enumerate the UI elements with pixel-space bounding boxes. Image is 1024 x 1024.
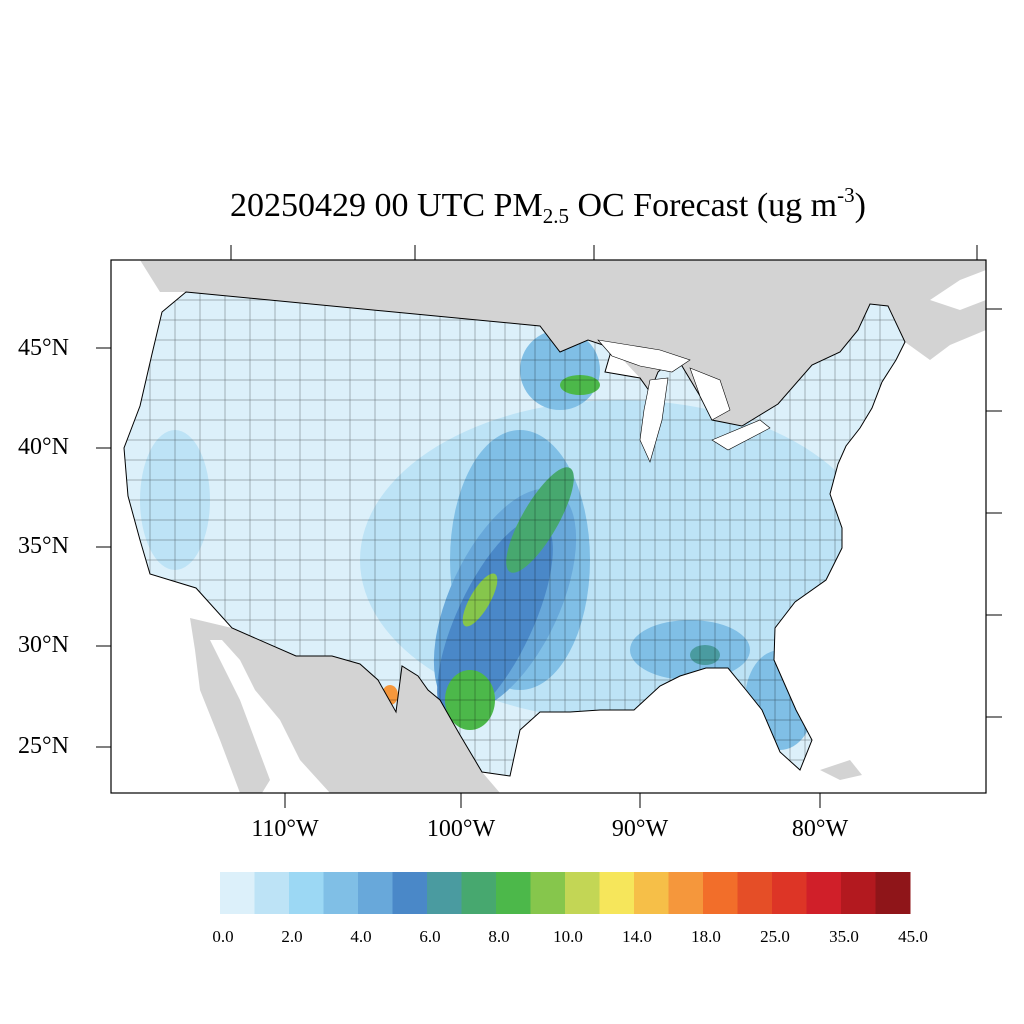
county-boundaries [124,292,905,776]
colorbar-swatch-6 [427,872,462,914]
colorbar-label-1: 2.0 [281,927,303,946]
lat-label-30: 30°N [18,632,69,658]
colorbar-swatch-12 [634,872,669,914]
title-prefix: 20250429 00 UTC PM [230,187,543,224]
colorbar-swatch-15 [737,872,773,914]
colorbar-label-7: 18.0 [691,927,721,946]
colorbar-swatch-10 [565,872,600,914]
colorbar-label-9: 35.0 [829,927,859,946]
lon-label-100w: 100°W [426,816,496,842]
map-title: 20250429 00 UTC PM2.5 OC Forecast (ug m-… [0,183,1024,229]
colorbar-swatch-19 [875,872,911,914]
colorbar-label-0: 0.0 [212,927,234,946]
colorbar-swatch-14 [703,872,738,914]
lake-erie [711,419,771,451]
title-subscript: 2.5 [542,204,569,228]
colorbar-swatch-8 [496,872,531,914]
lat-label-45: 45°N [18,335,69,361]
colorbar-label-6: 14.0 [622,927,652,946]
colorbar-swatch-16 [772,872,807,914]
lake-michigan [639,377,669,463]
colorbar-label-2: 4.0 [350,927,372,946]
colorbar-label-10: 45.0 [898,927,928,946]
lake-superior [597,339,691,373]
colorbar-swatch-18 [841,872,876,914]
colorbar-swatch-13 [668,872,704,914]
lat-label-40: 40°N [18,434,69,460]
colorbar-swatch-3 [323,872,359,914]
title-superscript: -3 [837,183,855,207]
lon-label-110w: 110°W [251,816,319,842]
colorbar-swatch-0 [220,872,255,914]
colorbar-swatch-17 [806,872,842,914]
colorbar-swatch-1 [254,872,290,914]
lat-label-25: 25°N [18,733,69,759]
map-frame [110,259,987,794]
colorbar [220,872,911,914]
lat-label-35: 35°N [18,533,69,559]
colorbar-label-4: 8.0 [488,927,510,946]
lon-label-80w: 80°W [791,816,849,842]
colorbar-label-5: 10.0 [553,927,583,946]
colorbar-swatch-11 [599,872,635,914]
colorbar-label-8: 25.0 [760,927,790,946]
colorbar-swatch-7 [461,872,497,914]
colorbar-swatch-4 [358,872,393,914]
colorbar-swatch-9 [530,872,566,914]
colorbar-swatch-5 [392,872,428,914]
title-suffix: ) [854,187,866,224]
lon-label-90w: 90°W [611,816,669,842]
lake-huron [689,367,731,421]
axis-ticks [96,245,1002,808]
colorbar-swatch-2 [289,872,324,914]
title-middle: OC Forecast (ug m [568,187,838,224]
colorbar-label-3: 6.0 [419,927,441,946]
